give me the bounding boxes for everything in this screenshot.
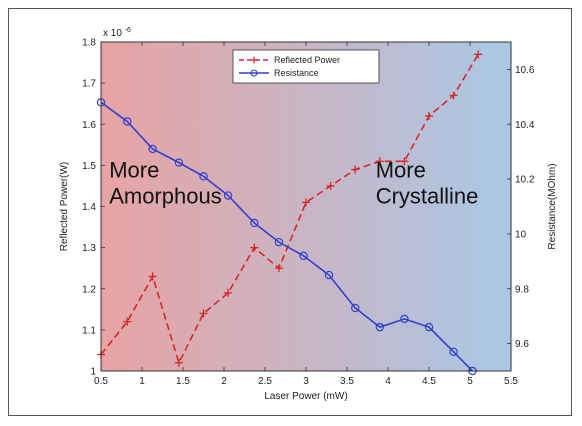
data-point — [174, 158, 184, 167]
figure-frame: 0.5 1 1.5 2 2.5 3 3.5 4 4.5 5 5.5 1 1.1 1.2 1.3 1.4 1.5 1… — [8, 8, 572, 416]
x-tick-label: 1.5 — [176, 376, 190, 387]
data-point — [148, 144, 157, 154]
x-tick-label: 5 — [467, 376, 473, 387]
x-tick-label: 3.5 — [340, 376, 354, 387]
data-point — [274, 264, 283, 273]
y-axis-label: Reflected Power(W) — [59, 162, 70, 251]
plot-area — [101, 42, 511, 371]
data-point — [299, 251, 308, 261]
region-annotation-0: More Amorphous — [109, 158, 222, 209]
data-point — [375, 322, 384, 332]
data-point — [400, 157, 409, 166]
data-point — [123, 317, 132, 326]
y-exponent-base: x 10 — [103, 28, 122, 39]
y2-tick-label: 10 — [515, 229, 527, 240]
x-tick-label: 3 — [303, 376, 309, 387]
data-point — [199, 309, 208, 318]
series-line-1 — [100, 101, 474, 372]
x-tick-label: 4 — [385, 376, 391, 387]
series-line-0 — [100, 53, 479, 365]
data-point — [326, 181, 335, 190]
legend-label: Resistance — [274, 68, 319, 78]
dual-axis-line-chart: 0.5 1 1.5 2 2.5 3 3.5 4 4.5 5 5.511.11.21.31.41.51… — [59, 27, 558, 402]
data-point — [449, 91, 458, 100]
data-point — [474, 50, 483, 59]
y-tick-label: 1.7 — [82, 79, 96, 90]
y-tick-label: 1.2 — [82, 284, 96, 295]
y2-tick-label: 10.2 — [515, 175, 535, 186]
data-point — [250, 218, 259, 228]
legend-item: Reflected Power — [239, 55, 340, 65]
x-axis-label: Laser Power (mW) — [264, 391, 347, 402]
data-point — [351, 303, 360, 313]
y2-axis-label: Resistance(MOhm) — [547, 163, 558, 249]
data-point — [123, 117, 132, 126]
data-point — [148, 272, 157, 281]
y-tick-label: 1 — [90, 367, 96, 378]
x-tick-label: 4.5 — [422, 376, 436, 387]
legend: Reflected Power Resistance — [232, 49, 380, 84]
data-point — [400, 314, 409, 324]
y2-tick-label: 10.6 — [515, 65, 535, 76]
data-point — [425, 112, 433, 121]
y-tick-label: 1.1 — [82, 325, 96, 336]
data-point — [250, 243, 259, 252]
y-tick-label: 1.5 — [82, 161, 96, 172]
data-point — [174, 358, 183, 367]
legend-label: Reflected Power — [274, 55, 340, 65]
data-point — [274, 237, 284, 247]
data-point — [324, 270, 334, 280]
x-tick-label: 2 — [221, 376, 227, 387]
y-tick-label: 1.4 — [82, 202, 96, 213]
region-annotation-1: More Crystalline — [376, 158, 479, 209]
y2-tick-label: 9.6 — [515, 339, 529, 350]
y-tick-label: 1.3 — [82, 243, 96, 254]
legend-item: Resistance — [239, 68, 319, 78]
x-tick-label: 5.5 — [504, 376, 518, 387]
x-tick-label: 2.5 — [258, 376, 272, 387]
y-exponent-power: -6 — [125, 27, 131, 34]
y-tick-label: 1.6 — [82, 120, 96, 131]
x-tick-label: 0.5 — [94, 376, 108, 387]
data-point — [199, 172, 208, 181]
data-point — [449, 347, 458, 357]
data-point — [302, 198, 310, 207]
data-point — [224, 288, 233, 297]
x-tick-label: 1 — [139, 376, 145, 387]
y2-tick-label: 9.8 — [515, 284, 529, 295]
data-point — [375, 157, 384, 166]
y-tick-label: 1.8 — [82, 38, 96, 49]
legend-box — [232, 49, 380, 84]
data-point — [424, 322, 434, 332]
data-point — [351, 165, 360, 174]
data-point — [223, 191, 233, 200]
y2-tick-label: 10.4 — [515, 120, 535, 131]
y-exponent-label: x 10 -6 — [103, 27, 131, 39]
